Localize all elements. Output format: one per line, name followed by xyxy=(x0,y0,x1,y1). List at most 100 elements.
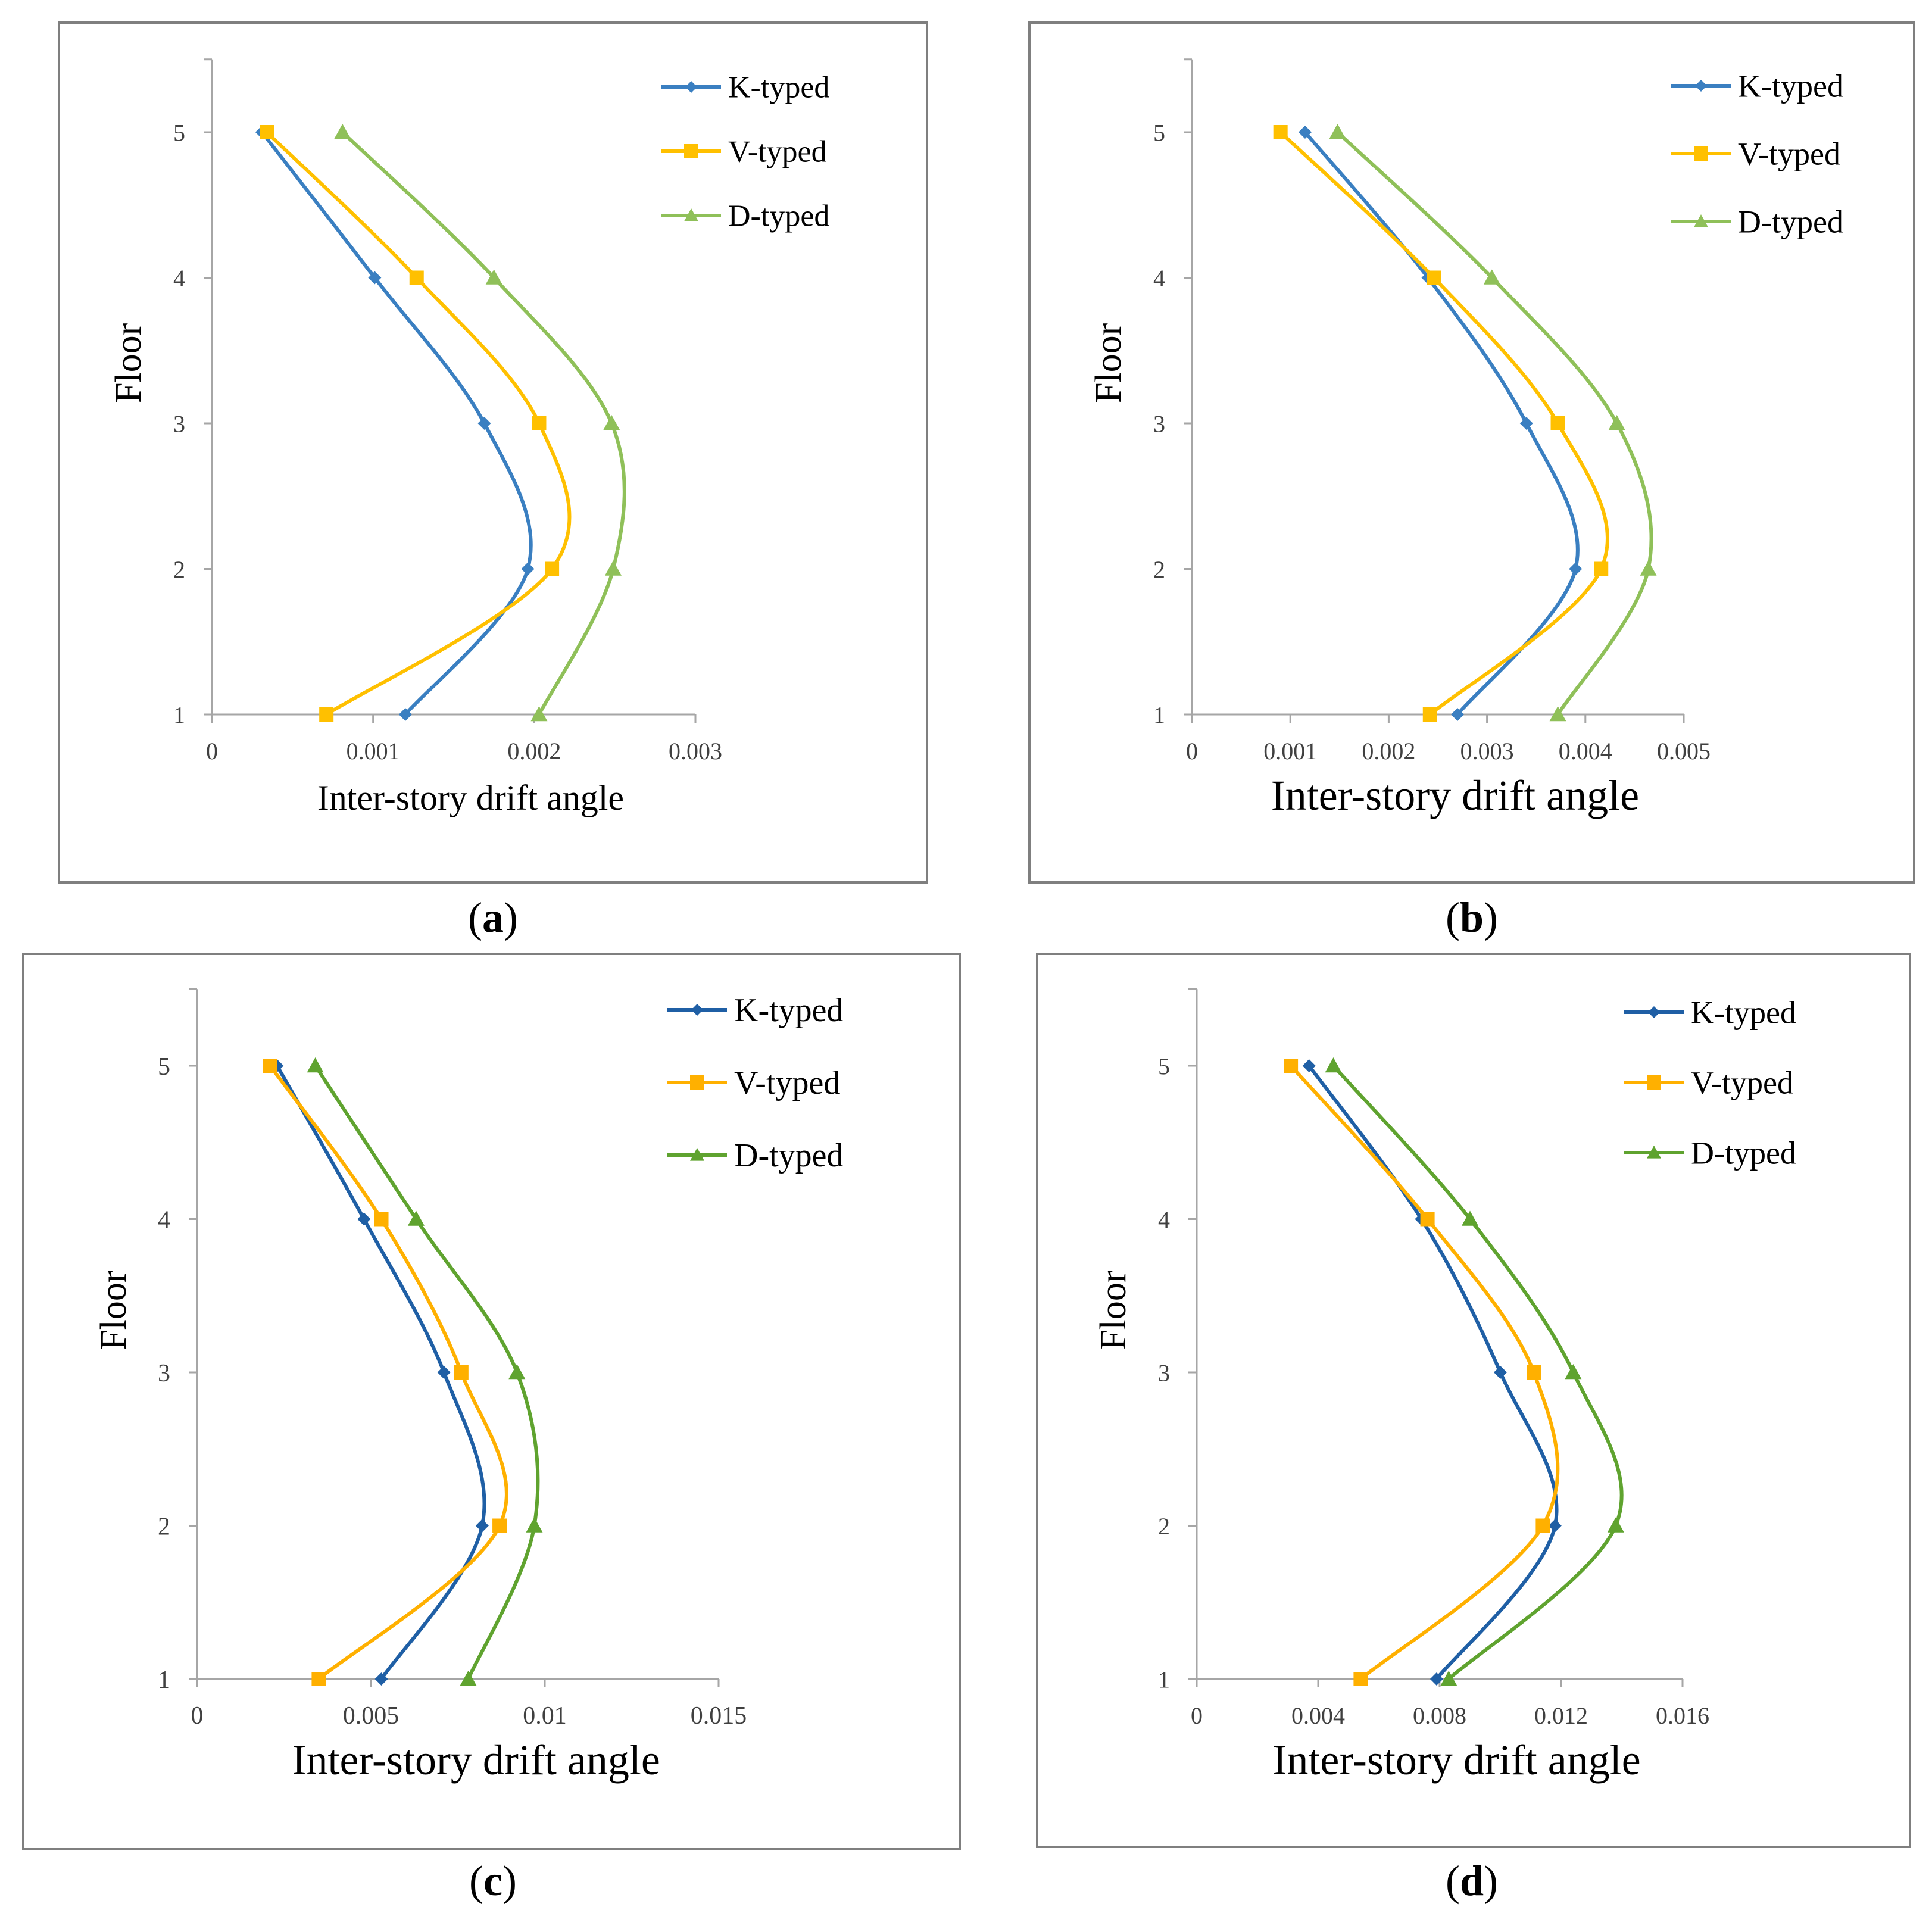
y-tick-label: 2 xyxy=(1158,1513,1170,1540)
chart-d-svg: 1 2 3 4 5 0 0.004 0.008 0.012 0.016 Inter-story dr… xyxy=(1093,988,1796,1784)
caption-b: (b) xyxy=(1445,894,1498,941)
y-tick-label: 4 xyxy=(1153,265,1165,292)
x-axis-title: Inter-story drift angle xyxy=(1272,1736,1640,1784)
x-tick-label: 0 xyxy=(191,1702,204,1730)
data-point-k-floor-5 xyxy=(1298,126,1312,139)
x-tick-label: 0.001 xyxy=(1263,738,1317,764)
data-point-k-floor-2 xyxy=(1569,562,1583,576)
legend-label-d: D-typed xyxy=(728,199,829,233)
y-tick-label: 1 xyxy=(1158,1666,1170,1693)
legend-label-k: K-typed xyxy=(734,992,844,1029)
y-tick-label: 4 xyxy=(1158,1206,1170,1233)
data-point-v-floor-1 xyxy=(311,1672,326,1686)
data-point-v-floor-3 xyxy=(1550,416,1565,430)
data-point-v-floor-5 xyxy=(1284,1059,1299,1073)
x-tick-label: 0.005 xyxy=(343,1702,399,1730)
chart-panel-a: 1 2 3 4 5 0 0.001 0.002 0.003 Inter-story drift a… xyxy=(58,21,928,884)
x-axis-title: Inter-story drift angle xyxy=(1271,772,1639,819)
data-point-v-floor-3 xyxy=(454,1365,469,1380)
data-point-d-floor-5 xyxy=(334,124,351,139)
caption-d: (d) xyxy=(1445,1857,1498,1905)
series-line-k xyxy=(1307,1064,1559,1681)
data-point-k-floor-3 xyxy=(1519,417,1533,430)
data-point-d-floor-2 xyxy=(1640,560,1657,576)
data-point-d-floor-4 xyxy=(407,1210,425,1226)
y-tick-label: 5 xyxy=(158,1053,170,1081)
data-point-d-floor-4 xyxy=(485,269,502,285)
data-point-v-floor-1 xyxy=(1422,707,1437,722)
caption-c: (c) xyxy=(469,1857,517,1905)
legend-label-v: V-typed xyxy=(734,1065,840,1101)
data-point-d-floor-1 xyxy=(1549,706,1566,722)
data-point-k-floor-1 xyxy=(398,708,412,721)
y-axis-title: Floor xyxy=(93,1270,134,1350)
series-line-d xyxy=(1335,130,1653,716)
legend-label-d: D-typed xyxy=(1738,204,1843,239)
data-point-d-floor-2 xyxy=(604,560,622,576)
x-tick-label: 0.003 xyxy=(669,738,722,764)
y-tick-label: 4 xyxy=(158,1207,170,1234)
data-point-v-floor-2 xyxy=(1535,1518,1550,1533)
data-point-d-floor-1 xyxy=(1440,1671,1457,1686)
series-line-k xyxy=(1303,130,1580,716)
y-tick-label: 3 xyxy=(158,1360,170,1387)
legend-label-v: V-typed xyxy=(1738,136,1840,171)
data-point-k-floor-3 xyxy=(477,417,491,430)
data-point-v-floor-4 xyxy=(1420,1212,1435,1227)
y-tick-label: 3 xyxy=(173,410,185,437)
series-line-d xyxy=(313,1064,540,1681)
legend-label-k: K-typed xyxy=(728,71,829,105)
x-tick-label: 0.008 xyxy=(1413,1702,1466,1729)
data-point-d-floor-3 xyxy=(603,415,620,430)
data-point-k-floor-3 xyxy=(1494,1366,1507,1379)
x-tick-label: 0.01 xyxy=(523,1702,567,1730)
data-point-v-floor-1 xyxy=(319,707,334,722)
data-point-d-floor-5 xyxy=(1329,124,1346,139)
x-tick-label: 0 xyxy=(1191,1702,1203,1729)
caption-a: (a) xyxy=(468,894,518,941)
y-tick-label: 1 xyxy=(1153,701,1165,728)
y-tick-label: 3 xyxy=(1153,410,1165,437)
x-tick-label: 0.016 xyxy=(1656,1702,1709,1729)
data-point-k-floor-3 xyxy=(437,1366,451,1379)
data-point-v-floor-4 xyxy=(409,270,424,285)
caption-a-letter: a xyxy=(482,894,504,941)
data-point-d-floor-2 xyxy=(1607,1517,1624,1533)
legend-label-d: D-typed xyxy=(734,1137,844,1174)
caption-d-letter: d xyxy=(1459,1857,1484,1905)
data-point-d-floor-1 xyxy=(460,1671,477,1686)
y-tick-label: 1 xyxy=(173,701,185,728)
chart-panel-b: 1 2 3 4 5 0 0.001 0.002 0.003 0.004 0.005 Inter-sto… xyxy=(1028,21,1915,884)
y-axis-title: Floor xyxy=(1088,323,1129,403)
data-point-k-floor-2 xyxy=(1548,1519,1562,1533)
data-point-k-floor-4 xyxy=(368,271,382,285)
y-tick-label: 2 xyxy=(158,1513,170,1541)
legend-marker-d xyxy=(684,208,698,221)
data-point-v-floor-3 xyxy=(532,416,547,430)
data-point-d-floor-2 xyxy=(526,1517,543,1533)
data-point-k-floor-1 xyxy=(1430,1672,1443,1686)
legend-label-k: K-typed xyxy=(1691,994,1796,1030)
legend-marker-k xyxy=(685,81,697,93)
chart-c-svg: 1 2 3 4 5 0 0.005 0.01 0.015 Inter-story drift an… xyxy=(93,988,844,1784)
data-point-d-floor-4 xyxy=(1483,269,1500,285)
x-tick-label: 0.002 xyxy=(507,738,561,764)
data-point-k-floor-1 xyxy=(1451,708,1465,721)
x-tick-label: 0.005 xyxy=(1657,738,1711,764)
x-tick-label: 0.004 xyxy=(1559,738,1612,764)
data-point-d-floor-5 xyxy=(1325,1057,1342,1073)
x-tick-label: 0.015 xyxy=(691,1702,747,1730)
y-tick-label: 2 xyxy=(173,556,185,583)
legend-marker-v xyxy=(1694,146,1708,161)
caption-c-letter: c xyxy=(483,1857,502,1905)
series-line-d xyxy=(341,130,626,716)
legend-marker-k xyxy=(1695,80,1707,92)
data-point-v-floor-5 xyxy=(263,1059,277,1073)
data-point-d-floor-3 xyxy=(508,1364,526,1380)
chart-panel-c: 1 2 3 4 5 0 0.005 0.01 0.015 Inter-story drift an… xyxy=(22,953,961,1850)
legend-label-d: D-typed xyxy=(1691,1135,1796,1171)
data-point-k-floor-2 xyxy=(475,1519,489,1533)
x-tick-label: 0 xyxy=(206,738,218,764)
data-point-d-floor-1 xyxy=(530,706,548,722)
chart-panel-d: 1 2 3 4 5 0 0.004 0.008 0.012 0.016 Inter-story dr… xyxy=(1036,953,1911,1848)
